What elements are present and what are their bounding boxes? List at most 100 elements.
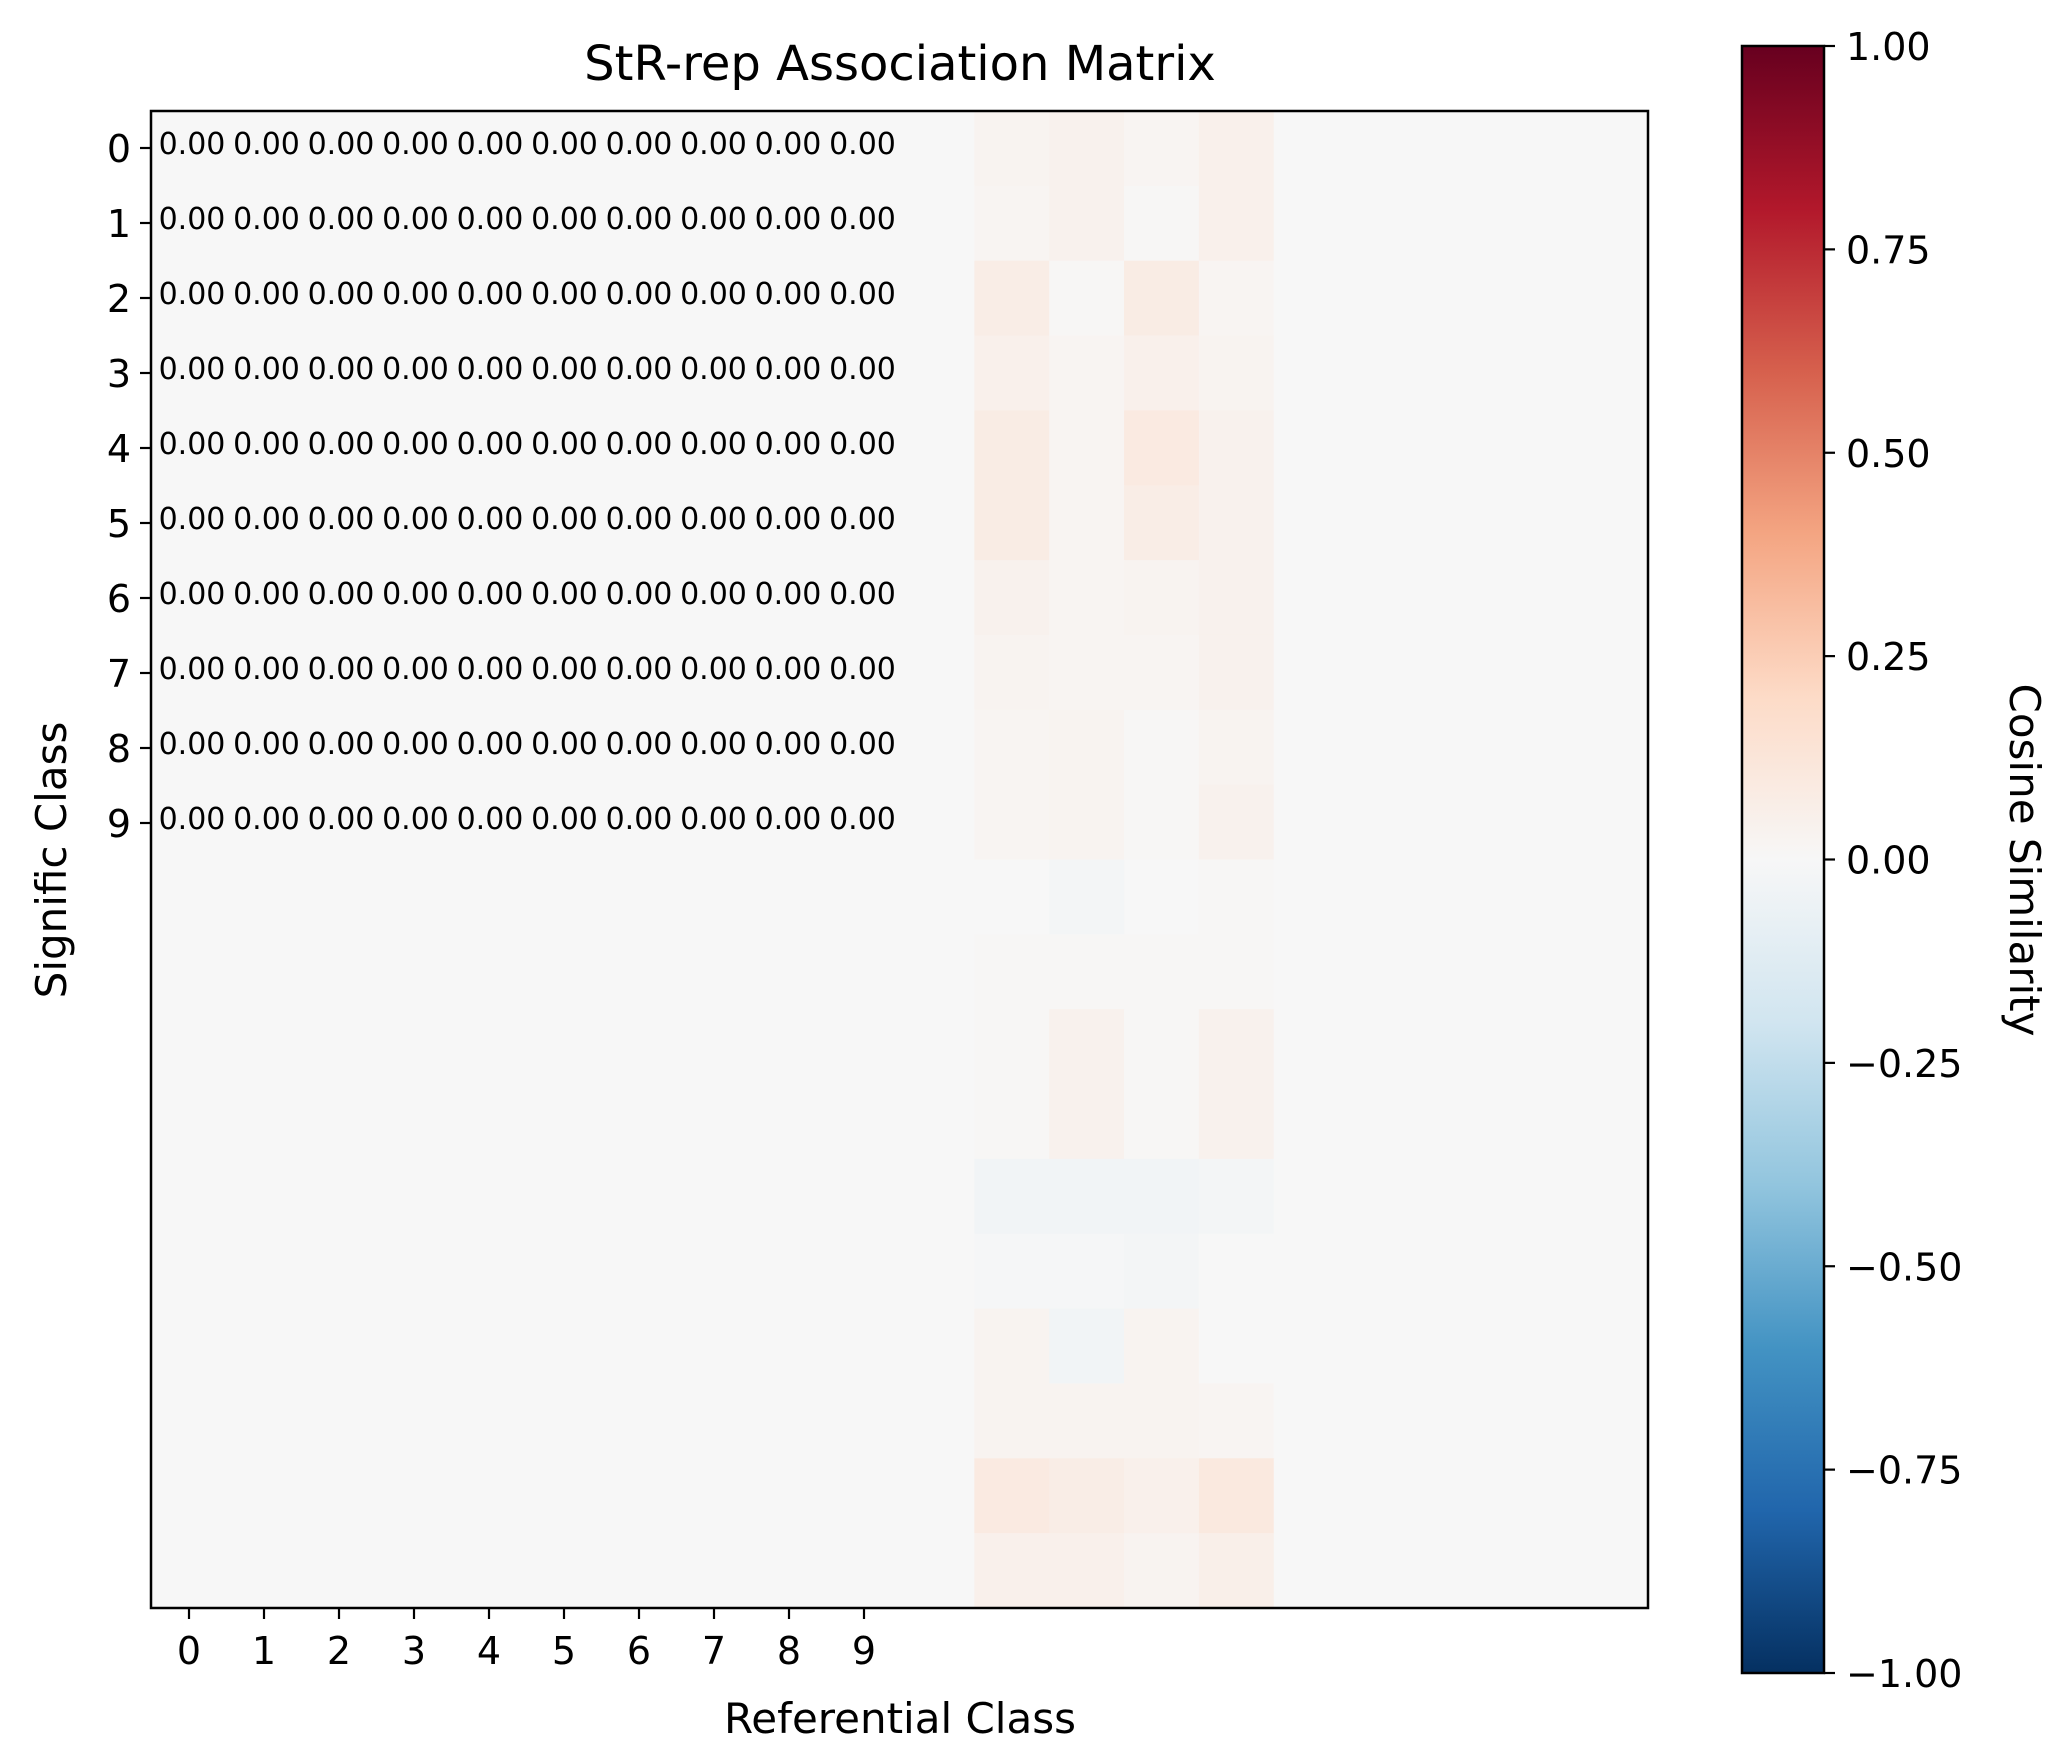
cell-annotation: 0.00 — [159, 577, 226, 612]
heatmap-cell — [225, 784, 302, 861]
heatmap-cell — [1124, 934, 1200, 1010]
heatmap-cell — [824, 634, 901, 711]
cell-annotation: 0.00 — [680, 727, 747, 762]
heatmap-cell — [899, 784, 975, 861]
cell-annotation: 0.00 — [606, 502, 673, 537]
heatmap-cell — [674, 1158, 751, 1235]
heatmap-cell — [974, 709, 1050, 786]
cell-annotation: 0.00 — [606, 727, 673, 762]
heatmap-cell — [749, 185, 826, 262]
heatmap-cell — [899, 859, 975, 935]
heatmap-cell — [1049, 1233, 1125, 1310]
heatmap-cell — [1573, 1308, 1649, 1385]
heatmap-cell — [749, 1084, 826, 1160]
heatmap-cell — [824, 709, 901, 786]
cell-annotation: 0.00 — [606, 127, 673, 162]
heatmap-cell — [1423, 934, 1499, 1010]
heatmap-cell — [525, 709, 601, 786]
heatmap-cell — [674, 1383, 751, 1459]
y-tick-label: 0 — [107, 127, 131, 171]
colorbar — [1740, 44, 1826, 1675]
heatmap-cell — [1198, 934, 1275, 1010]
heatmap-cell — [151, 1009, 227, 1085]
heatmap-cell — [375, 1009, 451, 1085]
heatmap-cell — [974, 185, 1050, 262]
y-tick-label: 2 — [107, 277, 131, 321]
heatmap-cell — [1573, 1533, 1649, 1609]
heatmap-cell — [1049, 410, 1125, 486]
cell-annotation: 0.00 — [233, 202, 300, 237]
heatmap-cell — [824, 560, 901, 636]
heatmap-cell — [300, 1533, 377, 1609]
heatmap-cell — [1423, 335, 1499, 411]
cell-annotation: 0.00 — [531, 427, 598, 462]
heatmap-cell — [225, 859, 302, 935]
heatmap-cell — [1124, 1009, 1200, 1085]
heatmap-cell — [600, 934, 676, 1010]
heatmap-cell — [450, 185, 526, 262]
heatmap-cell — [1498, 934, 1574, 1010]
x-tick-label: 0 — [177, 1629, 201, 1673]
heatmap-cell — [1573, 634, 1649, 711]
heatmap-cell — [450, 1533, 526, 1609]
cell-annotation: 0.00 — [606, 202, 673, 237]
heatmap-cell — [899, 485, 975, 561]
colorbar-tick-label: 1.00 — [1846, 25, 1931, 69]
heatmap-cell — [151, 1084, 227, 1160]
heatmap-cell — [450, 784, 526, 861]
heatmap-cell — [1198, 634, 1275, 711]
heatmap-cell — [525, 1009, 601, 1085]
cell-annotation: 0.00 — [680, 277, 747, 312]
cell-annotation: 0.00 — [382, 427, 449, 462]
heatmap-cell — [974, 1308, 1050, 1385]
heatmap-cell — [1273, 1009, 1350, 1085]
heatmap-cell — [1198, 1383, 1275, 1459]
cell-annotation: 0.00 — [233, 427, 300, 462]
heatmap-cell — [824, 185, 901, 262]
heatmap-cell — [600, 784, 676, 861]
heatmap-cell — [600, 1308, 676, 1385]
heatmap-cell — [1273, 859, 1350, 935]
heatmap-cell — [1124, 335, 1200, 411]
heatmap-cell — [899, 634, 975, 711]
cell-annotation: 0.00 — [308, 577, 375, 612]
heatmap-cell — [375, 709, 451, 786]
heatmap-cell — [674, 410, 751, 486]
heatmap-cell — [225, 634, 302, 711]
heatmap-cell — [450, 560, 526, 636]
cell-annotation: 0.00 — [382, 127, 449, 162]
heatmap-cell — [1498, 634, 1574, 711]
heatmap-cell — [1348, 560, 1425, 636]
heatmap-cell — [600, 410, 676, 486]
heatmap-cell — [1573, 260, 1649, 337]
heatmap-cell — [1423, 1533, 1499, 1609]
heatmap-cell — [375, 335, 451, 411]
heatmap-cell — [1198, 1308, 1275, 1385]
heatmap-cell — [749, 1533, 826, 1609]
heatmap-cell — [899, 709, 975, 786]
cell-annotation: 0.00 — [159, 652, 226, 687]
colorbar-tick-label: 0.25 — [1846, 635, 1931, 679]
heatmap-cell — [1348, 1383, 1425, 1459]
heatmap-cell — [1348, 1458, 1425, 1534]
heatmap-cell — [600, 1084, 676, 1160]
heatmap-cell — [375, 485, 451, 561]
heatmap-cell — [375, 410, 451, 486]
heatmap-cell — [749, 111, 826, 187]
cell-annotation: 0.00 — [233, 577, 300, 612]
heatmap-cell — [749, 934, 826, 1010]
heatmap-cell — [600, 1158, 676, 1235]
heatmap-cell — [1423, 111, 1499, 187]
heatmap-cell — [151, 1458, 227, 1534]
heatmap-cell — [1348, 634, 1425, 711]
cell-annotation: 0.00 — [233, 652, 300, 687]
cell-annotation: 0.00 — [159, 127, 226, 162]
heatmap-cell — [1498, 111, 1574, 187]
heatmap-cell — [375, 1533, 451, 1609]
heatmap-cell — [749, 1458, 826, 1534]
heatmap-cell — [1498, 560, 1574, 636]
heatmap-cell — [375, 1308, 451, 1385]
heatmap-cell — [300, 260, 377, 337]
colorbar-tick-label: 0.00 — [1846, 839, 1931, 883]
heatmap-cell — [525, 784, 601, 861]
